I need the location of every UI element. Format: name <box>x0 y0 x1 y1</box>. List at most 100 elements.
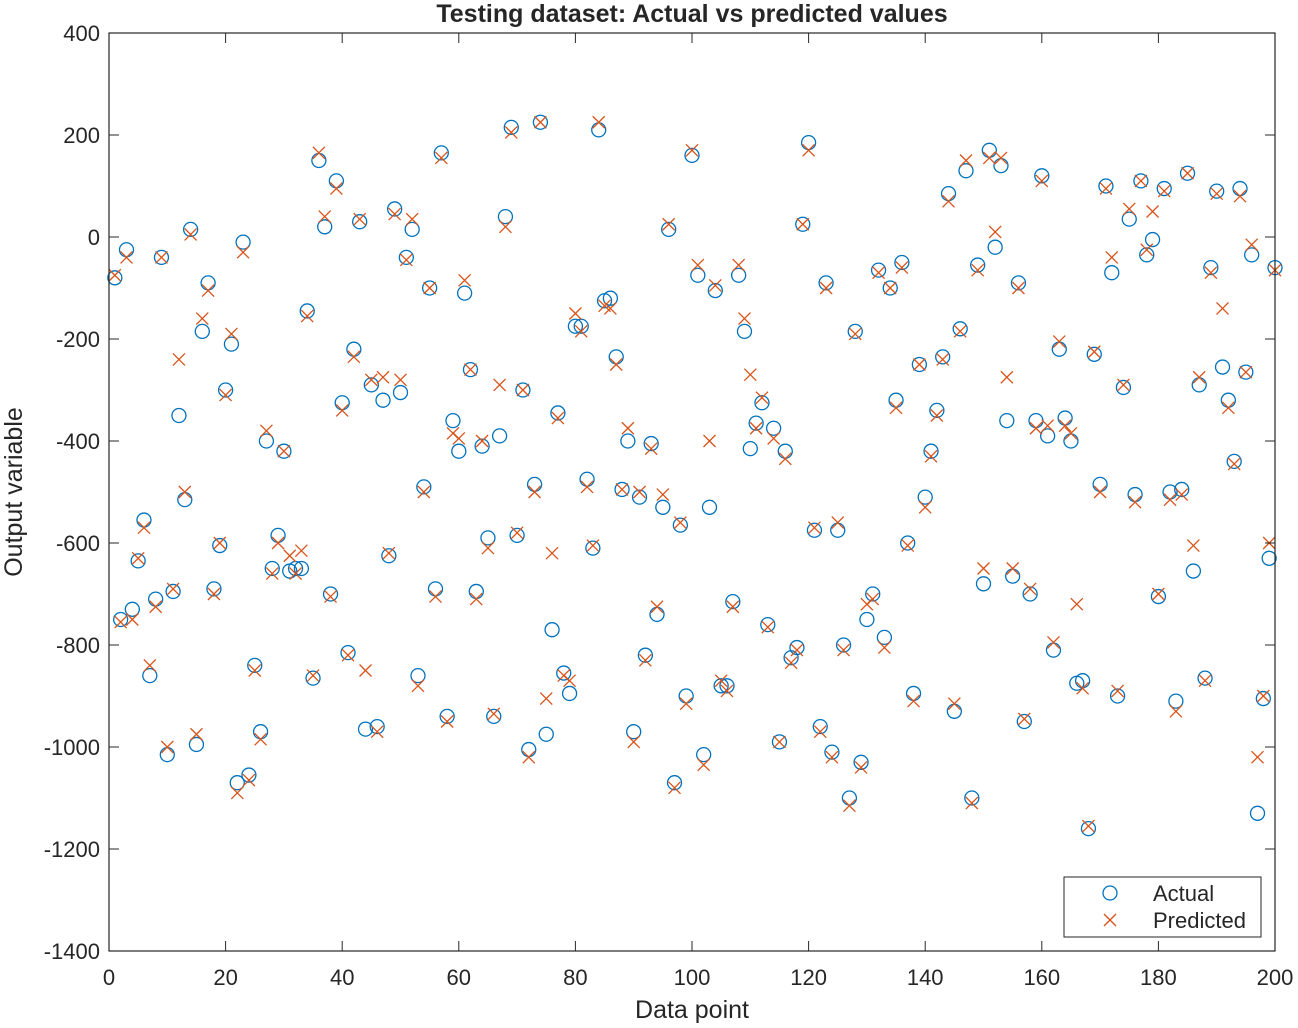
x-axis-label: Data point <box>635 996 749 1024</box>
predicted-point <box>160 740 174 754</box>
predicted-point <box>207 587 221 601</box>
predicted-point <box>994 151 1008 165</box>
predicted-point <box>1122 202 1136 216</box>
actual-point <box>410 667 426 684</box>
predicted-point <box>335 403 349 417</box>
predicted-point <box>108 268 122 282</box>
predicted-point <box>324 590 337 604</box>
predicted-point <box>277 444 291 458</box>
predicted-point <box>697 758 711 772</box>
actual-point <box>602 290 619 306</box>
x-tick-label: 180 <box>1140 965 1177 990</box>
actual-point <box>987 239 1003 255</box>
predicted-point <box>1181 166 1195 180</box>
actual-point <box>1016 713 1032 730</box>
actual-point <box>935 349 951 365</box>
actual-point <box>1098 178 1114 194</box>
predicted-point <box>877 641 891 655</box>
actual-point <box>433 145 449 161</box>
predicted-point <box>306 669 320 683</box>
predicted-point <box>1064 426 1078 440</box>
actual-point <box>462 361 479 378</box>
actual-point <box>451 443 467 459</box>
predicted-point <box>656 488 670 502</box>
predicted-point <box>749 421 763 435</box>
actual-point <box>696 747 712 763</box>
predicted-point <box>807 521 821 535</box>
predicted-point <box>813 725 827 739</box>
actual-point <box>713 678 729 694</box>
predicted-point <box>708 278 722 292</box>
predicted-point <box>434 151 448 165</box>
actual-point <box>1174 481 1190 498</box>
predicted-point <box>586 539 600 553</box>
predicted-point <box>166 582 180 596</box>
actual-point <box>923 443 939 459</box>
actual-point <box>375 392 391 408</box>
predicted-point <box>155 250 168 264</box>
predicted-point <box>609 358 623 371</box>
predicted-point <box>382 546 396 560</box>
actual-point <box>760 616 776 633</box>
predicted-point <box>1041 419 1055 433</box>
actual-point <box>1104 265 1120 281</box>
y-tick-label: -1200 <box>44 837 100 862</box>
actual-point <box>247 657 263 674</box>
predicted-point <box>592 115 606 129</box>
legend-actual-label: Actual <box>1153 881 1214 906</box>
predicted-point <box>283 549 297 563</box>
predicted-point <box>1227 457 1241 471</box>
actual-point <box>217 382 234 398</box>
actual-point <box>1115 379 1132 396</box>
predicted-point <box>714 674 728 688</box>
predicted-point <box>947 697 961 711</box>
predicted-point <box>796 217 810 231</box>
actual-point <box>1226 453 1242 470</box>
actual-point <box>497 208 514 225</box>
actual-point <box>929 402 945 419</box>
actual-point <box>719 678 735 694</box>
predicted-point <box>493 378 507 392</box>
actual-point <box>1139 247 1155 263</box>
actual-point <box>970 257 986 273</box>
actual-point <box>276 443 292 459</box>
predicted-point <box>802 143 816 157</box>
actual-point <box>340 645 356 661</box>
predicted-point <box>1093 485 1107 499</box>
predicted-point <box>1052 335 1066 349</box>
predicted-point <box>440 715 454 728</box>
actual-point <box>795 216 811 232</box>
predicted-point <box>1198 674 1212 688</box>
predicted-point <box>341 648 355 662</box>
predicted-point <box>149 600 163 614</box>
actual-point <box>363 377 380 393</box>
actual-point <box>567 318 584 334</box>
actual-point <box>130 553 146 569</box>
predicted-point <box>1058 419 1072 433</box>
actual-point <box>486 708 502 725</box>
predicted-point <box>767 431 781 445</box>
predicted-point <box>703 434 716 448</box>
predicted-point <box>394 373 407 387</box>
predicted-point <box>848 327 862 341</box>
predicted-point <box>1087 345 1101 359</box>
predicted-point <box>679 697 693 711</box>
actual-point <box>305 670 321 686</box>
x-tick-label: 120 <box>790 965 827 990</box>
actual-point <box>684 147 700 164</box>
predicted-point <box>988 225 1002 239</box>
predicted-point <box>399 253 413 267</box>
actual-point <box>725 594 741 610</box>
actual-point <box>736 323 753 340</box>
actual-point <box>165 583 181 600</box>
predicted-point <box>883 281 897 295</box>
predicted-point <box>1204 266 1218 280</box>
predicted-point <box>603 301 617 315</box>
predicted-point <box>359 664 372 677</box>
actual-point <box>690 267 706 283</box>
predicted-point <box>1192 370 1206 384</box>
actual-point <box>999 412 1015 429</box>
x-tick-label: 100 <box>674 965 711 990</box>
x-tick-label: 40 <box>330 965 354 990</box>
